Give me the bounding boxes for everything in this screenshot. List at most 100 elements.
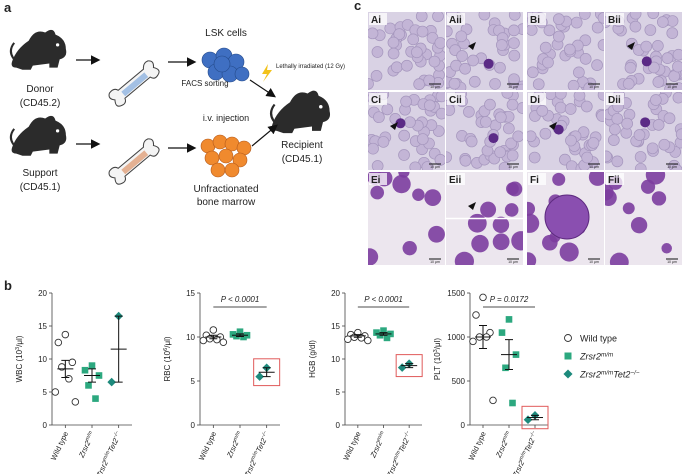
label-bg	[528, 13, 546, 25]
error-bar	[479, 325, 487, 349]
text-part: m/m	[250, 449, 260, 461]
y-axis-label: PLT (103/μl)	[433, 338, 442, 380]
text-part: RBC (10	[163, 350, 172, 381]
marrow-cell	[428, 225, 445, 243]
scale-label: 10 μm	[589, 260, 599, 264]
red-cell	[570, 16, 583, 29]
red-cell	[400, 95, 412, 108]
text-part: Wild type	[49, 430, 70, 462]
marrow-cell	[507, 181, 523, 197]
micrograph-label: Ai	[371, 15, 381, 26]
red-cell	[567, 79, 580, 90]
red-cell	[506, 149, 519, 162]
micrograph: Fi 10 μm	[527, 172, 604, 265]
marrow-cell	[661, 243, 672, 254]
red-cell	[647, 12, 660, 20]
red-cell	[646, 142, 659, 155]
point	[65, 375, 73, 383]
marrow-cell	[630, 217, 648, 234]
red-cell	[508, 12, 521, 21]
red-cell	[505, 137, 517, 150]
red-cell	[581, 151, 593, 164]
point	[472, 311, 480, 319]
marrow-cell	[492, 216, 510, 234]
red-cell	[652, 76, 665, 88]
red-cell	[393, 28, 406, 40]
point	[199, 336, 208, 345]
red-cell	[416, 25, 429, 38]
scale-label: 10 μm	[430, 165, 440, 169]
micrograph: Ci 10 μm	[368, 92, 445, 170]
text-part: Wild type	[580, 334, 617, 344]
red-cell	[552, 30, 565, 43]
red-cell	[495, 39, 508, 51]
micrograph: Cii 10 μm	[446, 92, 523, 170]
y-tick-label: 10	[38, 355, 47, 364]
red-cell	[434, 37, 445, 49]
red-cell	[666, 15, 679, 27]
text-part: Zrsr2	[77, 439, 93, 460]
point	[505, 316, 513, 323]
label-bg	[369, 13, 387, 25]
recipient-mouse	[269, 89, 332, 135]
text-part: −/−	[528, 430, 537, 439]
red-cell	[565, 134, 577, 147]
marrow-cell	[454, 251, 475, 265]
point	[383, 334, 391, 342]
red-cell	[368, 142, 379, 155]
red-cell	[465, 135, 478, 148]
text-part: Wild type	[467, 430, 488, 462]
micrograph-label: Dii	[608, 95, 621, 106]
text-part: m/m	[501, 429, 511, 441]
marrow-cell	[398, 172, 410, 178]
micrograph-label: Eii	[449, 175, 461, 186]
y-tick-label: 10	[186, 333, 195, 342]
x-tick-label: Zrsr2m/m	[494, 429, 515, 459]
point	[85, 382, 92, 389]
red-cell	[370, 70, 383, 82]
red-cell	[377, 136, 390, 148]
support-mouse	[9, 114, 68, 157]
marrow-cell	[480, 201, 497, 218]
red-cell	[597, 92, 604, 101]
marrow-cell	[492, 233, 510, 251]
micrograph: Ei 10 μm	[368, 172, 445, 265]
point	[92, 395, 99, 402]
red-cell	[455, 30, 468, 43]
highlight-box	[395, 354, 423, 378]
text-part: Zrsr2	[579, 370, 601, 380]
lsk-label: LSK cells	[205, 28, 247, 39]
text-part: m/m	[392, 449, 402, 461]
error-bar	[88, 368, 96, 383]
red-cell	[552, 13, 565, 25]
red-cell	[407, 33, 420, 46]
red-cell	[528, 151, 541, 164]
x-tick-label: Zrsr2m/mTet2−/−	[94, 430, 124, 474]
point	[364, 336, 372, 345]
marrow-cell	[552, 172, 566, 186]
marrow-cell	[527, 252, 537, 265]
red-cell	[663, 112, 676, 125]
text-part: 3	[15, 347, 21, 350]
error-bar	[379, 332, 388, 336]
donor-label: (CD45.2)	[20, 98, 61, 109]
text-part: Zrsr2	[368, 439, 384, 460]
text-part: −/−	[260, 430, 269, 439]
red-cell	[434, 153, 445, 166]
support-label: (CD45.1)	[20, 182, 61, 193]
red-cell	[432, 12, 444, 23]
red-cell	[387, 47, 400, 60]
facs-label: FACS sorting	[181, 79, 228, 88]
label-bg	[528, 173, 546, 185]
red-cell	[527, 66, 539, 79]
red-cell	[624, 61, 637, 74]
error-bar	[353, 334, 362, 338]
support-label: Support	[22, 168, 57, 179]
arrows	[76, 55, 278, 153]
point	[68, 358, 77, 367]
y-tick-label: 20	[331, 289, 340, 298]
